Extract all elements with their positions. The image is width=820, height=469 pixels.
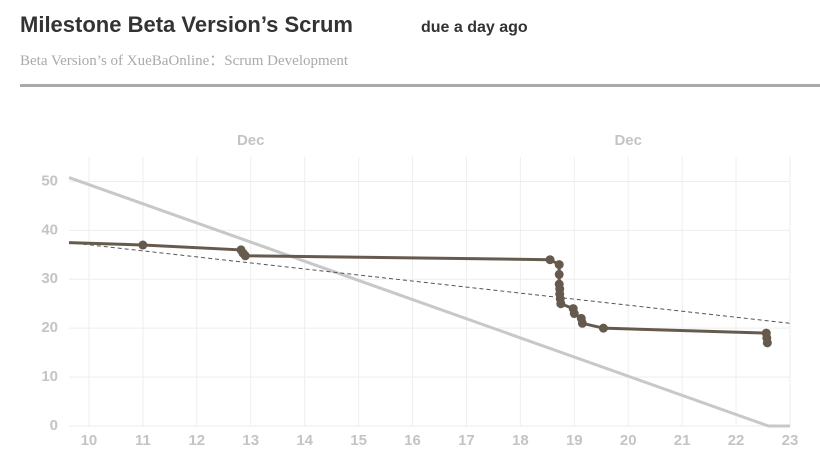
series-line bbox=[68, 242, 791, 324]
x-tick-label: 13 bbox=[242, 432, 259, 449]
x-tick-label: 21 bbox=[674, 432, 691, 449]
divider bbox=[20, 84, 820, 87]
point bbox=[554, 269, 564, 279]
top-tick-label: Dec bbox=[614, 132, 642, 149]
x-tick-label: 18 bbox=[512, 432, 529, 449]
y-tick-label: 0 bbox=[50, 417, 58, 434]
point bbox=[598, 323, 608, 333]
x-tick-label: 16 bbox=[404, 432, 421, 449]
point bbox=[545, 255, 555, 265]
x-tick-label: 22 bbox=[728, 432, 745, 449]
point bbox=[556, 299, 566, 309]
y-tick-label: 50 bbox=[41, 172, 58, 189]
x-tick-label: 23 bbox=[782, 432, 799, 449]
point bbox=[577, 318, 587, 328]
y-tick-label: 10 bbox=[41, 368, 58, 385]
point bbox=[569, 309, 579, 319]
x-tick-label: 12 bbox=[188, 432, 205, 449]
y-tick-label: 20 bbox=[41, 319, 58, 336]
x-tick-label: 17 bbox=[458, 432, 475, 449]
series-line bbox=[68, 176, 790, 428]
x-tick-label: 14 bbox=[296, 432, 313, 449]
x-tick-label: 19 bbox=[566, 432, 583, 449]
point bbox=[762, 338, 772, 348]
x-tick-label: 15 bbox=[350, 432, 367, 449]
x-tick-label: 20 bbox=[620, 432, 637, 449]
point bbox=[554, 260, 564, 270]
point bbox=[240, 251, 250, 261]
point bbox=[138, 240, 148, 250]
x-tick-label: 10 bbox=[81, 432, 98, 449]
top-tick-label: Dec bbox=[237, 132, 265, 149]
y-tick-label: 30 bbox=[41, 270, 58, 287]
subtitle: Beta Version’s of XueBaOnline：Scrum Deve… bbox=[20, 53, 348, 69]
title: Milestone Beta Version’s Scrum bbox=[20, 12, 353, 37]
due-date: due a day ago bbox=[421, 19, 528, 36]
y-tick-label: 40 bbox=[41, 221, 58, 238]
x-tick-label: 11 bbox=[135, 432, 151, 449]
